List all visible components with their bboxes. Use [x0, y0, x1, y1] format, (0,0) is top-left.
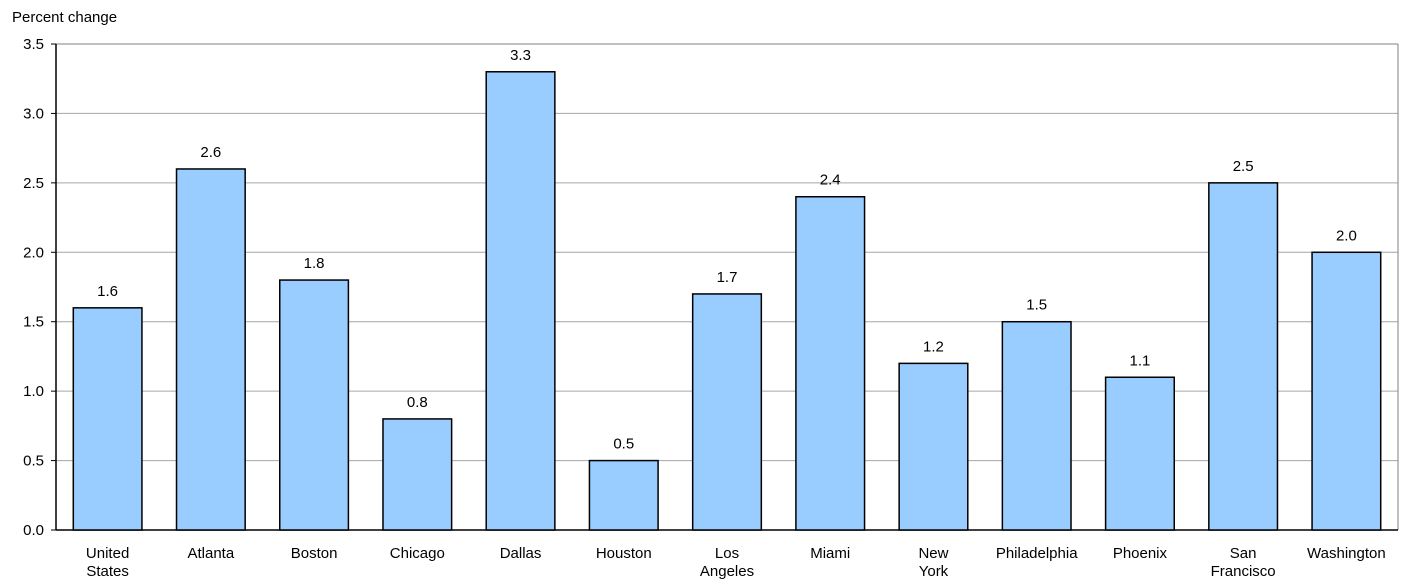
data-label: 2.4 — [820, 172, 841, 189]
x-tick-label-line: Dallas — [500, 545, 542, 562]
x-tick-label-line: Boston — [291, 545, 338, 562]
data-label: 2.0 — [1336, 227, 1357, 244]
x-tick-label-line: Los — [715, 545, 739, 562]
data-label: 0.8 — [407, 394, 428, 411]
data-label: 0.5 — [613, 436, 634, 453]
x-tick-label: Philadelphia — [996, 545, 1078, 562]
bar — [588, 459, 659, 531]
x-tick-label-line: Philadelphia — [996, 545, 1078, 562]
x-tick-label-line: New — [918, 545, 948, 562]
x-tick-label-line: San — [1230, 545, 1257, 562]
bar — [279, 279, 350, 531]
x-tick-label-line: Atlanta — [187, 545, 234, 562]
data-labels: 1.6 2.6 1.8 0.8 3.3 0.5 1.7 2.4 1.2 1.5 1.1 2.5 2.0 — [97, 47, 1357, 453]
bar — [485, 71, 556, 531]
x-tick-label-line: States — [86, 563, 129, 580]
x-tick-label: Washington — [1307, 545, 1386, 562]
bar — [1001, 320, 1072, 531]
x-tick-label: San Francisco — [1211, 545, 1276, 580]
x-tick-label-line: Chicago — [390, 545, 445, 562]
x-tick-label: Atlanta — [187, 545, 234, 562]
data-label: 1.5 — [1026, 297, 1047, 314]
y-tick-label: 3.0 — [23, 105, 44, 122]
data-label: 1.8 — [304, 255, 325, 272]
x-tick-label: Phoenix — [1113, 545, 1168, 562]
x-tick-label-line: Angeles — [700, 563, 754, 580]
x-tick-label-line: Francisco — [1211, 563, 1276, 580]
bar — [1208, 182, 1279, 531]
bar — [795, 195, 866, 531]
y-tick-label: 0.0 — [23, 522, 44, 539]
x-tick-label-line: Miami — [810, 545, 850, 562]
data-label: 3.3 — [510, 47, 531, 64]
bars — [72, 71, 1382, 531]
x-tick-label: Houston — [596, 545, 652, 562]
y-tick-label: 3.5 — [23, 36, 44, 53]
data-label: 1.2 — [923, 338, 944, 355]
x-tick-label: New York — [918, 545, 948, 580]
x-tick-label: Miami — [810, 545, 850, 562]
x-tick-label-line: Phoenix — [1113, 545, 1168, 562]
data-label: 1.7 — [717, 269, 738, 286]
bar — [175, 168, 246, 531]
x-tick-label-line: Houston — [596, 545, 652, 562]
bar — [1104, 376, 1175, 531]
y-tick-label: 0.5 — [23, 453, 44, 470]
y-tick-label: 2.0 — [23, 244, 44, 261]
y-tick-label: 1.5 — [23, 314, 44, 331]
data-label: 2.5 — [1233, 158, 1254, 175]
x-axis-ticks: United States Atlanta Boston Chicago Dallas Ho… — [86, 545, 1386, 580]
x-tick-label: Boston — [291, 545, 338, 562]
y-tick-label: 2.5 — [23, 175, 44, 192]
data-label: 1.6 — [97, 283, 118, 300]
x-tick-label-line: United — [86, 545, 129, 562]
data-label: 1.1 — [1129, 352, 1150, 369]
bar — [898, 362, 969, 531]
x-tick-label: United States — [86, 545, 129, 580]
data-label: 2.6 — [200, 144, 221, 161]
bar — [691, 293, 763, 531]
bar — [382, 418, 453, 531]
x-tick-label-line: Washington — [1307, 545, 1386, 562]
bar — [72, 307, 143, 531]
y-axis-label: Percent change — [12, 9, 117, 26]
bar — [1311, 251, 1382, 531]
y-axis-ticks: 0.0 0.5 1.0 1.5 2.0 2.5 3.0 3.5 — [23, 36, 44, 539]
x-tick-label: Los Angeles — [700, 545, 754, 580]
x-tick-label-line: York — [919, 563, 949, 580]
y-tick-label: 1.0 — [23, 383, 44, 400]
x-tick-label: Dallas — [500, 545, 542, 562]
x-tick-label: Chicago — [390, 545, 445, 562]
